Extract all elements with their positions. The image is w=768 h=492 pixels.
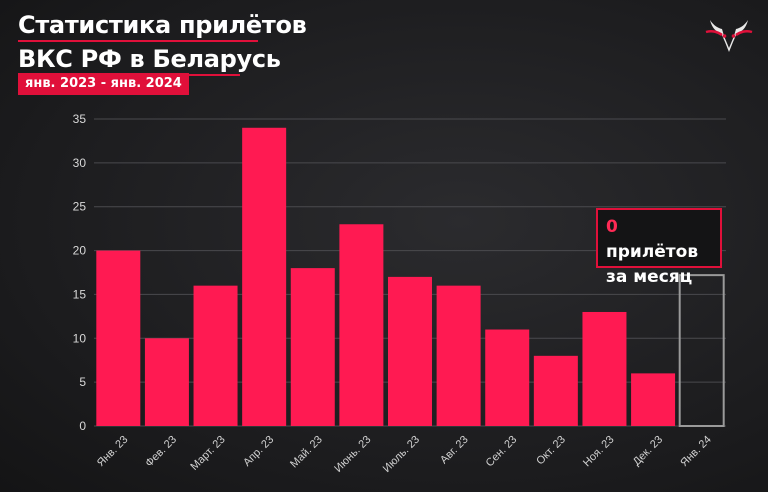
bar xyxy=(631,373,676,426)
x-tick-label: Фев. 23 xyxy=(143,434,179,470)
y-tick-label: 10 xyxy=(73,331,87,345)
y-axis-ticks: 0 5 10 15 20 25 30 35 xyxy=(73,112,87,433)
title-line-2: ВКС РФ в Беларусь xyxy=(18,45,281,73)
bar xyxy=(582,311,627,426)
x-tick-label: Апр. 23 xyxy=(241,434,276,469)
bar xyxy=(533,355,578,426)
title-underline xyxy=(18,40,258,42)
x-tick-label: Окт. 23 xyxy=(534,434,568,468)
bar xyxy=(144,338,189,426)
bar xyxy=(339,224,384,426)
callout-text-2: за месяц xyxy=(606,267,693,287)
x-tick-label: Июль. 23 xyxy=(381,434,422,475)
x-tick-label: Июнь. 23 xyxy=(332,434,373,475)
x-tick-label: Дек. 23 xyxy=(631,434,665,468)
bar xyxy=(96,250,141,426)
bar xyxy=(436,285,481,426)
title-block: Статистика прилётов ВКС РФ в Беларусь xyxy=(18,10,307,78)
x-tick-label: Янв. 24 xyxy=(678,434,714,470)
bar xyxy=(388,276,432,426)
x-axis-labels: Янв. 23 Фев. 23 Март. 23 Апр. 23 Май. 23 Июнь… xyxy=(95,434,714,475)
period-badge: янв. 2023 - янв. 2024 xyxy=(18,73,189,95)
y-tick-label: 20 xyxy=(73,244,87,258)
x-tick-label: Сен. 23 xyxy=(484,434,520,470)
bar xyxy=(290,268,335,426)
y-tick-label: 30 xyxy=(73,156,87,170)
y-tick-label: 0 xyxy=(79,419,86,433)
empty-bar-outline xyxy=(678,274,725,428)
bars xyxy=(96,127,725,428)
callout-box: 0 прилётов за месяц xyxy=(596,208,722,287)
bar xyxy=(485,329,530,426)
x-tick-label: Май. 23 xyxy=(288,434,325,471)
y-tick-label: 25 xyxy=(73,200,87,214)
x-tick-label: Янв. 23 xyxy=(95,434,131,470)
bar xyxy=(193,285,238,426)
y-tick-label: 15 xyxy=(73,287,87,301)
bar xyxy=(242,127,287,427)
y-tick-label: 35 xyxy=(73,112,87,126)
x-tick-label: Март. 23 xyxy=(188,434,227,473)
bull-skull-logo-icon xyxy=(705,20,753,52)
y-tick-label: 5 xyxy=(79,375,86,389)
callout-count: 0 xyxy=(606,217,618,237)
x-tick-label: Ноя. 23 xyxy=(581,434,617,470)
title-line-1: Статистика прилётов xyxy=(18,11,307,39)
callout-text-1: прилётов xyxy=(606,242,699,262)
x-tick-label: Авг. 23 xyxy=(438,434,471,467)
